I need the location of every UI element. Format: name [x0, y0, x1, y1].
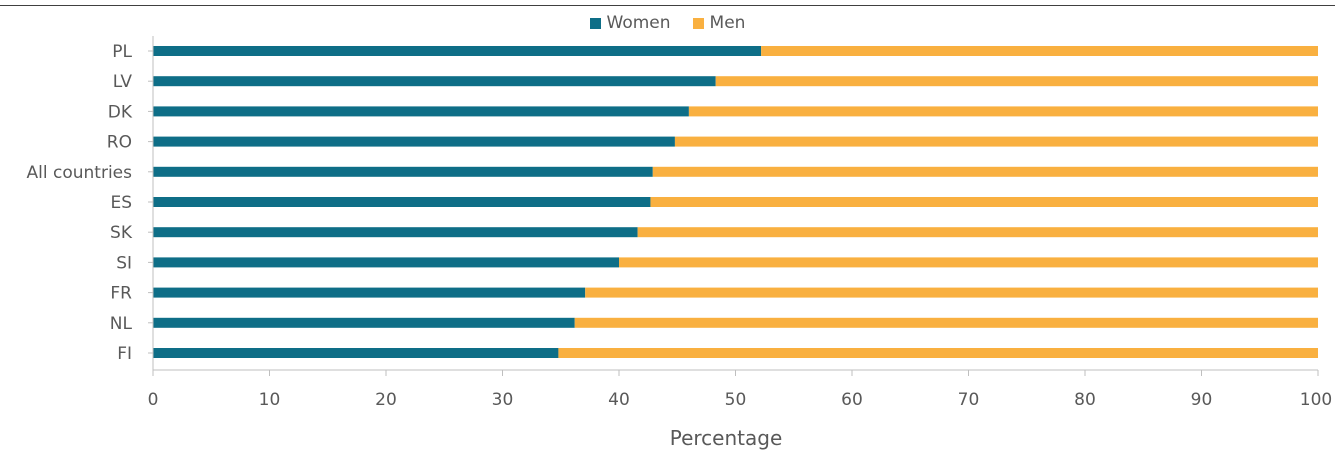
legend-swatch-men	[692, 17, 704, 29]
category-label: RO	[107, 133, 132, 153]
x-tick-label: 60	[841, 390, 863, 410]
bar-women-es	[153, 197, 651, 207]
bar-men-ro	[674, 136, 1318, 147]
bar-men-es	[650, 197, 1318, 207]
bar-men-nl	[574, 317, 1318, 328]
category-label: ES	[110, 193, 132, 213]
bar-women-ro	[153, 136, 675, 147]
legend-label-men: Men	[709, 13, 746, 33]
bar-women-si	[153, 257, 619, 268]
bar-women-lv	[153, 76, 716, 87]
x-axis-title: Percentage	[670, 426, 783, 450]
legend-item-women: Women	[589, 13, 671, 33]
x-axis: 0 10 20 30 40 50 60 70 80 90 100	[148, 36, 1332, 410]
x-tick-label: 70	[958, 390, 980, 410]
category-label: All countries	[27, 163, 133, 183]
x-tick-label: 20	[375, 390, 397, 410]
x-tick-label: 80	[1074, 390, 1096, 410]
category-label: SK	[110, 223, 133, 243]
category-label: SI	[116, 253, 132, 273]
bar-men-si	[619, 257, 1318, 268]
bar-women-fr	[153, 287, 586, 298]
category-label: NL	[110, 314, 133, 334]
legend-swatch-women	[589, 17, 601, 29]
x-tick-label: 10	[259, 390, 281, 410]
bar-women-all-countries	[153, 166, 653, 177]
bar-men-all-countries	[652, 166, 1318, 177]
category-label: FI	[117, 344, 132, 364]
x-tick-label: 0	[148, 390, 159, 410]
bar-women-dk	[153, 106, 689, 117]
bar-women-sk	[153, 227, 638, 238]
legend-label-women: Women	[606, 13, 671, 33]
bar-men-dk	[688, 106, 1318, 117]
bar-men-lv	[715, 76, 1318, 87]
legend: Women Men	[0, 11, 1335, 35]
category-label: DK	[108, 102, 133, 122]
bar-men-pl	[761, 46, 1318, 56]
category-label: PL	[112, 42, 132, 62]
x-tick-label: 50	[725, 390, 747, 410]
x-tick-label: 30	[492, 390, 514, 410]
x-tick-label: 90	[1191, 390, 1213, 410]
x-tick-label: 100	[1300, 390, 1332, 410]
bar-women-pl	[153, 46, 762, 56]
bars-group	[153, 46, 1318, 358]
category-labels: PL LV DK RO All countries ES SK SI FR NL FI	[27, 42, 133, 364]
x-tick-label: 40	[608, 390, 630, 410]
bar-men-sk	[637, 227, 1318, 238]
bar-men-fr	[585, 287, 1318, 298]
top-rule	[0, 5, 1335, 6]
category-label: LV	[113, 72, 133, 92]
legend-item-men: Men	[692, 13, 746, 33]
bar-women-fi	[153, 348, 559, 358]
bar-men-fi	[558, 348, 1318, 358]
category-label: FR	[110, 284, 132, 304]
bar-women-nl	[153, 317, 575, 328]
